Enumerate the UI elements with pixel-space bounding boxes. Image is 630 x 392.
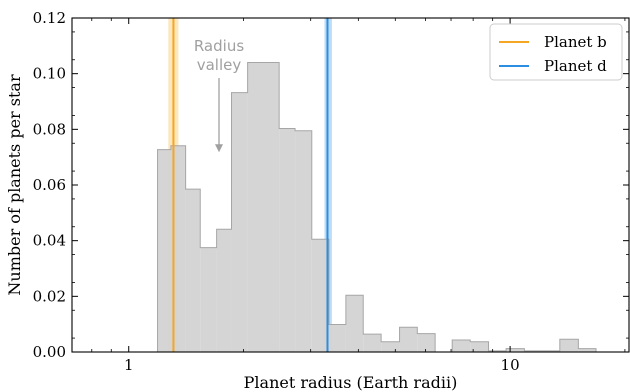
- histogram-bar: [345, 295, 364, 352]
- histogram-bar: [247, 62, 280, 353]
- x-tick-label: 10: [501, 356, 520, 374]
- histogram-bar: [381, 341, 400, 352]
- histogram-bar: [295, 130, 312, 352]
- histogram-bar: [311, 239, 329, 352]
- histogram-bar: [328, 324, 346, 352]
- x-tick-label: 1: [124, 356, 134, 374]
- annotation-arrow-head: [215, 144, 223, 153]
- histogram-bar: [559, 339, 579, 352]
- histogram-bar: [216, 229, 232, 352]
- y-tick-label: 0.02: [33, 287, 66, 305]
- histogram-bar: [157, 149, 171, 352]
- histogram-bar: [231, 92, 248, 353]
- legend-label: Planet d: [544, 57, 607, 75]
- histogram-bar: [488, 350, 507, 352]
- histogram-bar: [170, 145, 186, 352]
- axis-ticks: 0.00 0.02 0.04 0.06 0.08 0.10 0.12 1 10: [33, 9, 629, 374]
- y-tick-label: 0.04: [33, 232, 66, 250]
- y-tick-label: 0.12: [33, 9, 66, 27]
- histogram-bar: [578, 348, 597, 352]
- planet-lines: [172, 18, 329, 352]
- histogram-bar: [524, 350, 542, 352]
- y-tick-label: 0.00: [33, 343, 66, 361]
- histogram-bar: [506, 348, 525, 352]
- histogram-bar: [417, 333, 436, 352]
- histogram-bars: [157, 62, 597, 353]
- histogram-bar: [279, 128, 296, 352]
- y-axis-label: Number of planets per star: [5, 74, 24, 296]
- legend-label: Planet b: [544, 33, 607, 51]
- annotation-text-line: Radius: [194, 37, 244, 55]
- y-tick-label: 0.10: [33, 65, 66, 83]
- y-tick-label: 0.06: [33, 176, 66, 194]
- histogram-bar: [541, 350, 560, 352]
- x-axis-label: Planet radius (Earth radii): [244, 373, 458, 392]
- legend: Planet b Planet d: [489, 23, 623, 81]
- histogram-bar: [185, 189, 201, 352]
- annotation-text-line: valley: [197, 56, 242, 74]
- histogram-outline: [157, 62, 597, 353]
- y-tick-label: 0.08: [33, 120, 66, 138]
- histogram-bar: [363, 334, 382, 352]
- histogram-bar: [399, 327, 418, 352]
- histogram-bar: [452, 340, 471, 352]
- histogram-bar: [200, 247, 217, 352]
- histogram-bar: [470, 341, 489, 352]
